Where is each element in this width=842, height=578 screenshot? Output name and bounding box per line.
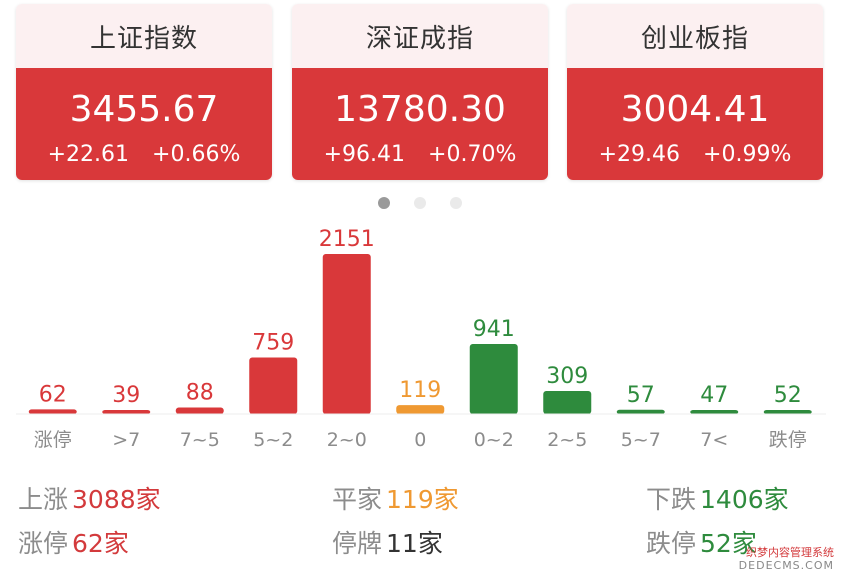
bar-3 <box>249 357 298 414</box>
carousel-dots <box>378 197 462 209</box>
stat-suspended: 停牌 11家 <box>332 524 443 560</box>
stat-value: 62家 <box>72 529 129 558</box>
stat-down: 下跌 1406家 <box>646 480 789 516</box>
stat-label: 上涨 <box>18 485 69 514</box>
carousel-dot-3[interactable] <box>450 197 462 209</box>
index-name: 创业板指 <box>567 4 823 68</box>
bar-4 <box>322 254 371 414</box>
index-card-chinext[interactable]: 创业板指 3004.41 +29.46 +0.99% <box>567 4 823 180</box>
index-value: 3004.41 <box>620 89 770 130</box>
category-label-7: 2~5 <box>547 429 587 451</box>
bar-10 <box>763 410 812 414</box>
bar-1 <box>102 410 151 414</box>
stat-value: 3088家 <box>72 485 161 514</box>
index-change: +29.46 <box>598 142 681 167</box>
value-label-7: 309 <box>546 364 588 389</box>
stat-value: 119家 <box>386 485 459 514</box>
stat-limit-down: 跌停 52家 <box>646 524 757 560</box>
value-label-0: 62 <box>39 382 67 407</box>
value-label-3: 759 <box>252 331 294 356</box>
value-label-4: 2151 <box>319 227 375 252</box>
index-card-szse[interactable]: 深证成指 13780.30 +96.41 +0.70% <box>292 4 548 180</box>
watermark-line-1: 织梦内容管理系统 <box>746 546 834 559</box>
value-label-9: 47 <box>700 383 728 408</box>
index-name: 深证成指 <box>292 4 548 68</box>
stat-limit-up: 涨停 62家 <box>18 524 129 560</box>
index-card-sse[interactable]: 上证指数 3455.67 +22.61 +0.66% <box>16 4 272 180</box>
value-label-10: 52 <box>774 383 802 408</box>
stat-up: 上涨 3088家 <box>18 480 161 516</box>
bar-0 <box>28 409 77 414</box>
category-label-5: 0 <box>414 429 426 451</box>
stats-panel: 上涨 3088家 涨停 62家 平家 119家 停牌 11家 下跌 1406家 跌停 52家 <box>0 474 842 574</box>
index-value: 13780.30 <box>334 89 506 130</box>
index-name: 上证指数 <box>16 4 272 68</box>
category-label-4: 2~0 <box>327 429 367 451</box>
category-label-3: 5~2 <box>253 429 293 451</box>
bar-6 <box>469 344 518 414</box>
category-label-10: 跌停 <box>769 429 807 451</box>
bar-5 <box>396 405 445 414</box>
bar-9 <box>690 410 739 414</box>
watermark-line-2: DEDECMS.COM <box>738 559 834 572</box>
distribution-chart: 62 涨停 39 >7 88 7~5 759 5~2 2151 2~0 119 0 941 0~2 309 2… <box>16 227 826 451</box>
bar-8 <box>616 409 665 414</box>
bar-2 <box>175 407 224 414</box>
value-label-2: 88 <box>186 380 214 405</box>
index-value: 3455.67 <box>69 89 219 130</box>
category-label-6: 0~2 <box>474 429 514 451</box>
value-label-6: 941 <box>473 317 515 342</box>
bar-7 <box>543 391 592 414</box>
stat-label: 涨停 <box>18 529 69 558</box>
category-label-2: 7~5 <box>180 429 220 451</box>
index-change-pct: +0.70% <box>428 142 517 167</box>
stat-flat: 平家 119家 <box>332 480 459 516</box>
carousel-dot-2[interactable] <box>414 197 426 209</box>
value-label-5: 119 <box>399 378 441 403</box>
category-label-9: 7< <box>700 429 728 451</box>
category-label-8: 5~7 <box>621 429 661 451</box>
index-change-pct: +0.66% <box>152 142 241 167</box>
index-change: +96.41 <box>323 142 406 167</box>
watermark: 织梦内容管理系统 DEDECMS.COM <box>739 546 834 572</box>
value-label-8: 57 <box>627 383 655 408</box>
stat-label: 跌停 <box>646 529 697 558</box>
stat-value: 11家 <box>386 529 443 558</box>
stat-label: 下跌 <box>646 485 697 514</box>
index-change-pct: +0.99% <box>703 142 792 167</box>
value-label-1: 39 <box>112 383 140 408</box>
category-label-1: >7 <box>112 429 140 451</box>
category-label-0: 涨停 <box>34 429 72 451</box>
stat-value: 52家 <box>700 529 757 558</box>
stat-label: 停牌 <box>332 529 383 558</box>
stat-value: 1406家 <box>700 485 789 514</box>
index-change: +22.61 <box>47 142 130 167</box>
stat-label: 平家 <box>332 485 383 514</box>
carousel-dot-1[interactable] <box>378 197 390 209</box>
